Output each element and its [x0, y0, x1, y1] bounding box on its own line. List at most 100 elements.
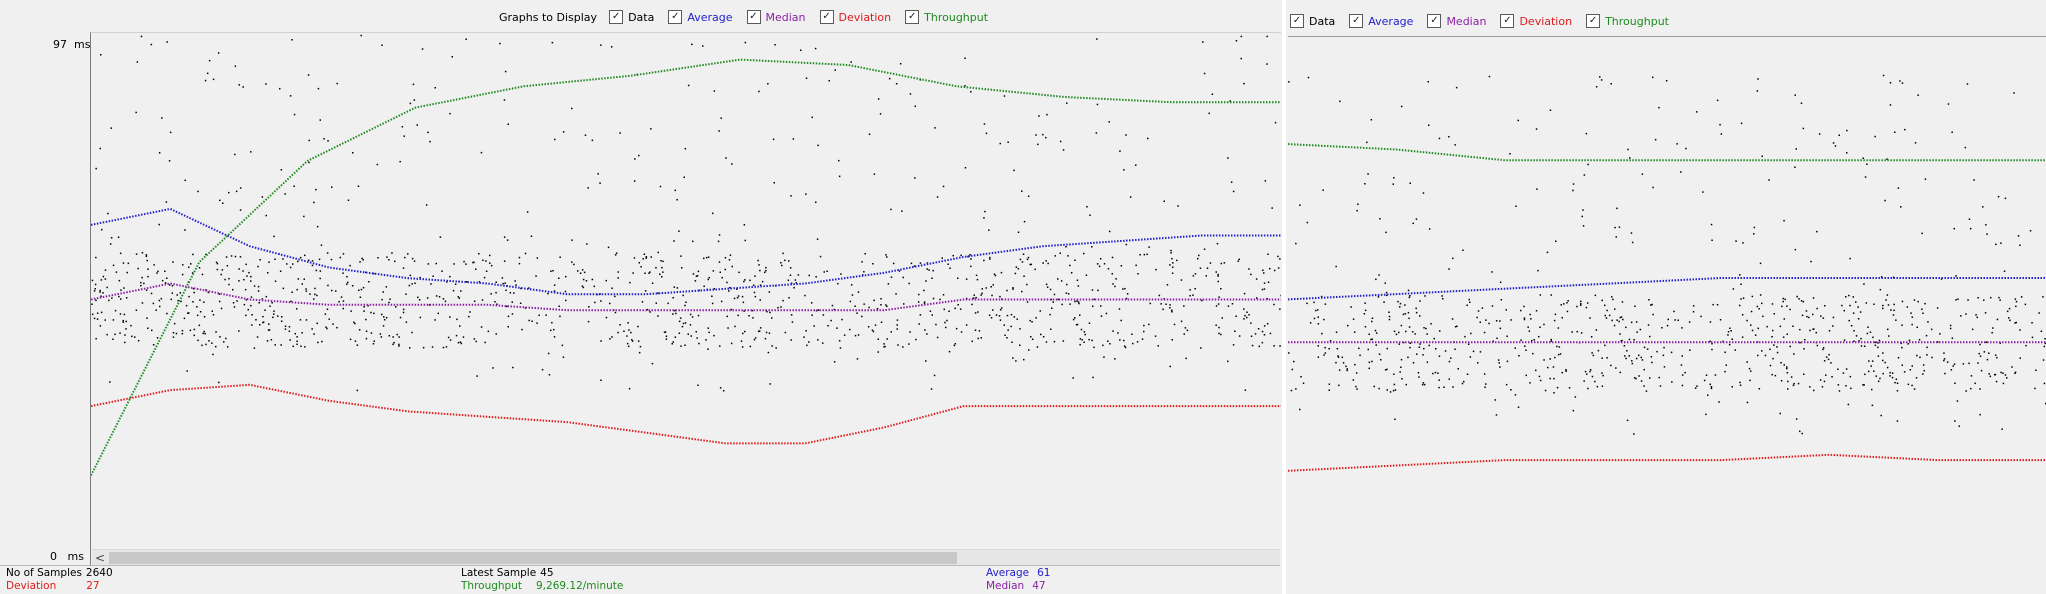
- horizontal-scrollbar[interactable]: <: [92, 549, 1280, 566]
- data-point: [446, 281, 448, 283]
- data-point: [611, 336, 613, 338]
- data-point: [507, 123, 509, 125]
- checkbox-deviation[interactable]: ✓: [819, 10, 834, 24]
- data-point: [642, 258, 644, 260]
- data-point: [336, 326, 338, 329]
- legend-item-deviation[interactable]: ✓ Deviation: [1500, 14, 1572, 28]
- data-point: [1997, 195, 2000, 198]
- data-point: [1801, 432, 1803, 435]
- data-point: [1374, 329, 1377, 332]
- data-point: [626, 342, 629, 345]
- data-point: [1764, 354, 1767, 357]
- checkbox-throughput[interactable]: ✓: [905, 10, 920, 24]
- data-point: [1689, 349, 1691, 351]
- checkbox-data[interactable]: ✓: [1290, 14, 1304, 28]
- data-point: [304, 254, 306, 257]
- data-point: [1582, 225, 1585, 227]
- data-point: [970, 265, 972, 268]
- legend-item-median[interactable]: ✓ Median: [1427, 14, 1486, 28]
- data-point: [1119, 339, 1121, 341]
- data-point: [991, 294, 993, 297]
- data-point: [662, 271, 664, 273]
- data-point: [490, 264, 493, 267]
- data-point: [551, 321, 553, 324]
- data-point: [1323, 318, 1325, 321]
- data-point: [1894, 381, 1896, 384]
- data-point: [1724, 351, 1726, 353]
- data-point: [705, 256, 708, 259]
- data-point: [780, 262, 782, 264]
- data-point: [504, 282, 506, 284]
- data-point: [1409, 182, 1411, 184]
- data-point: [928, 269, 930, 271]
- data-point: [426, 297, 429, 299]
- data-point: [354, 340, 357, 342]
- header-separator: [1288, 36, 2046, 37]
- data-point: [2000, 242, 2002, 244]
- data-point: [1886, 366, 1889, 369]
- data-point: [268, 261, 270, 263]
- data-point: [281, 316, 283, 318]
- data-point: [1550, 294, 1552, 296]
- checkbox-throughput[interactable]: ✓: [1586, 14, 1601, 28]
- checkbox-average[interactable]: ✓: [668, 10, 683, 24]
- data-point: [1375, 344, 1377, 346]
- data-point: [864, 253, 866, 255]
- data-point: [140, 284, 142, 287]
- data-point: [1173, 323, 1176, 326]
- data-point: [1205, 275, 1207, 277]
- legend-item-data[interactable]: ✓ Data: [1290, 14, 1335, 28]
- data-point: [1554, 356, 1556, 359]
- legend-item-throughput[interactable]: ✓ Throughput: [905, 10, 988, 24]
- checkbox-average[interactable]: ✓: [1349, 14, 1364, 28]
- checkbox-median[interactable]: ✓: [1427, 14, 1442, 28]
- data-point: [611, 287, 613, 289]
- data-point: [960, 254, 962, 257]
- checkbox-median[interactable]: ✓: [746, 10, 761, 24]
- data-point: [1477, 310, 1480, 312]
- data-point: [203, 316, 206, 318]
- data-point: [988, 229, 990, 231]
- scrollbar-thumb[interactable]: [109, 552, 957, 564]
- data-point: [1006, 289, 1008, 292]
- data-point: [788, 297, 790, 299]
- data-point: [1908, 339, 1911, 342]
- data-point: [457, 296, 460, 298]
- data-point: [1232, 344, 1235, 346]
- data-point: [1047, 262, 1049, 265]
- data-point: [1506, 335, 1508, 337]
- data-point: [1629, 157, 1631, 159]
- data-point: [1323, 354, 1325, 356]
- legend-item-average[interactable]: ✓ Average: [668, 10, 733, 24]
- data-point: [1425, 327, 1427, 330]
- scroll-left-icon[interactable]: <: [94, 551, 106, 565]
- legend-item-median[interactable]: ✓ Median: [746, 10, 806, 24]
- data-point: [1677, 319, 1679, 321]
- data-point: [407, 253, 409, 255]
- checkbox-deviation[interactable]: ✓: [1500, 14, 1515, 28]
- data-point: [1011, 341, 1013, 343]
- data-point: [1576, 305, 1578, 308]
- data-point: [1057, 278, 1059, 280]
- data-point: [126, 271, 128, 274]
- data-point: [1692, 311, 1695, 313]
- legend-item-average[interactable]: ✓ Average: [1349, 14, 1413, 28]
- legend-item-deviation[interactable]: ✓ Deviation: [819, 10, 891, 24]
- data-point: [1273, 269, 1276, 272]
- data-point: [140, 35, 143, 38]
- data-point: [1605, 317, 1608, 319]
- data-point: [579, 272, 582, 274]
- data-point: [759, 284, 762, 286]
- data-point: [1023, 220, 1026, 223]
- data-point: [702, 45, 704, 47]
- data-point: [290, 300, 292, 303]
- data-point: [1454, 348, 1456, 350]
- data-point: [1903, 371, 1906, 373]
- data-point: [1587, 163, 1589, 166]
- data-point: [1591, 375, 1594, 378]
- legend-item-throughput[interactable]: ✓ Throughput: [1586, 14, 1669, 28]
- checkbox-data[interactable]: ✓: [609, 10, 624, 24]
- legend-item-data[interactable]: ✓ Data: [609, 10, 654, 24]
- data-point: [205, 253, 207, 256]
- graph-panel-right: ✓ Data ✓ Average ✓ Median ✓ Deviation ✓ …: [1288, 0, 2046, 594]
